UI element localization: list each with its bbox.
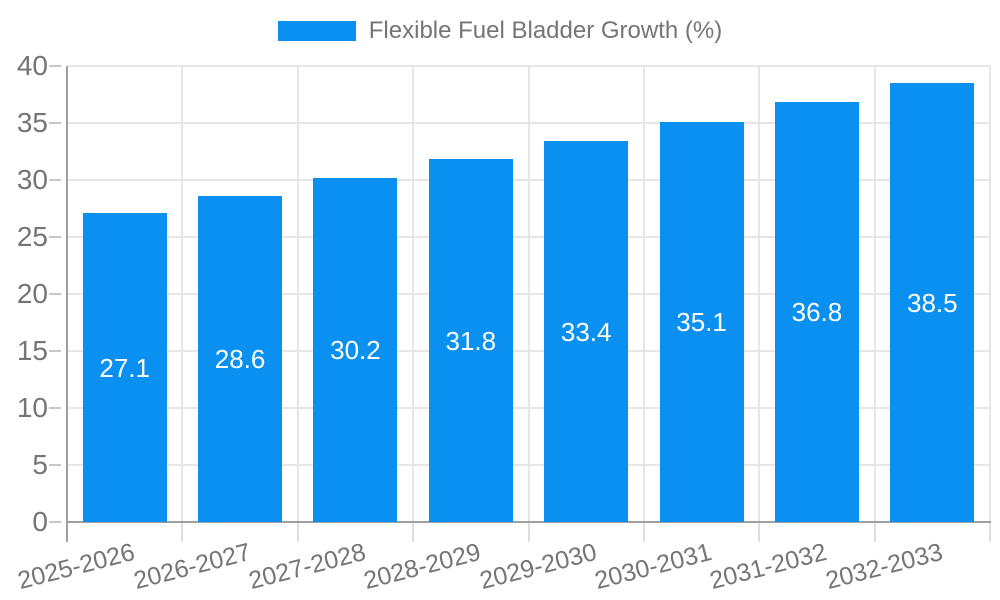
x-grid-line xyxy=(873,66,876,522)
y-tick-label: 5 xyxy=(32,449,48,480)
bar-value-label: 28.6 xyxy=(214,343,266,374)
bar xyxy=(774,102,859,522)
x-grid-line xyxy=(412,66,415,522)
y-tick xyxy=(49,350,61,352)
x-tick xyxy=(181,522,184,542)
x-tick xyxy=(412,522,415,542)
bar-value-label: 36.8 xyxy=(791,297,843,328)
y-tick xyxy=(49,236,61,238)
x-tick-label: 2029-2030 xyxy=(476,538,600,596)
x-grid-line xyxy=(758,66,761,522)
x-tick-label: 2028-2029 xyxy=(361,538,484,596)
x-grid-line xyxy=(181,66,184,522)
x-tick-label: 2032-2033 xyxy=(822,538,946,596)
y-tick-label: 15 xyxy=(16,335,48,366)
bar-value-label: 31.8 xyxy=(445,325,497,356)
y-tick xyxy=(49,65,61,67)
y-tick xyxy=(49,407,61,409)
y-tick xyxy=(49,464,61,466)
x-tick-label: 2025-2026 xyxy=(14,538,138,596)
x-tick xyxy=(873,522,876,542)
x-tick xyxy=(527,522,530,542)
x-axis-line xyxy=(66,521,991,523)
bar xyxy=(890,83,975,522)
bar-value-label: 30.2 xyxy=(330,334,381,365)
y-tick-label: 30 xyxy=(16,164,48,195)
bar-value-label: 35.1 xyxy=(676,306,727,337)
y-tick-label: 25 xyxy=(16,221,48,252)
bar-value-label: 33.4 xyxy=(560,316,612,347)
bar xyxy=(198,195,283,522)
y-tick-label: 0 xyxy=(32,506,48,537)
x-grid-line xyxy=(989,66,991,522)
y-tick-label: 10 xyxy=(16,392,48,423)
x-tick xyxy=(296,522,299,542)
y-tick xyxy=(49,293,61,295)
bar xyxy=(659,121,744,522)
y-tick-label: 40 xyxy=(16,50,48,81)
x-grid-line xyxy=(296,66,299,522)
legend-label: Flexible Fuel Bladder Growth (%) xyxy=(368,17,723,44)
bar xyxy=(428,159,513,522)
y-axis-line xyxy=(66,66,68,542)
bar-value-label: 38.5 xyxy=(907,287,958,318)
x-tick-label: 2026-2027 xyxy=(130,538,254,596)
x-tick-label: 2031-2032 xyxy=(707,538,830,596)
bar xyxy=(82,213,167,522)
y-tick xyxy=(49,179,61,181)
x-grid-line xyxy=(527,66,530,522)
x-tick xyxy=(989,522,991,542)
bar xyxy=(544,141,629,522)
legend: Flexible Fuel Bladder Growth (%) xyxy=(0,17,1000,44)
legend-swatch xyxy=(277,21,356,41)
y-tick-label: 35 xyxy=(16,107,48,138)
x-tick xyxy=(642,522,645,542)
bar xyxy=(313,177,398,522)
x-grid-line xyxy=(642,66,645,522)
bar-value-label: 27.1 xyxy=(99,352,150,383)
x-tick-label: 2030-2031 xyxy=(591,538,715,596)
y-tick-label: 20 xyxy=(16,278,48,309)
y-tick xyxy=(49,122,61,124)
y-tick xyxy=(49,521,61,523)
x-tick xyxy=(758,522,761,542)
x-tick-label: 2027-2028 xyxy=(245,538,369,596)
